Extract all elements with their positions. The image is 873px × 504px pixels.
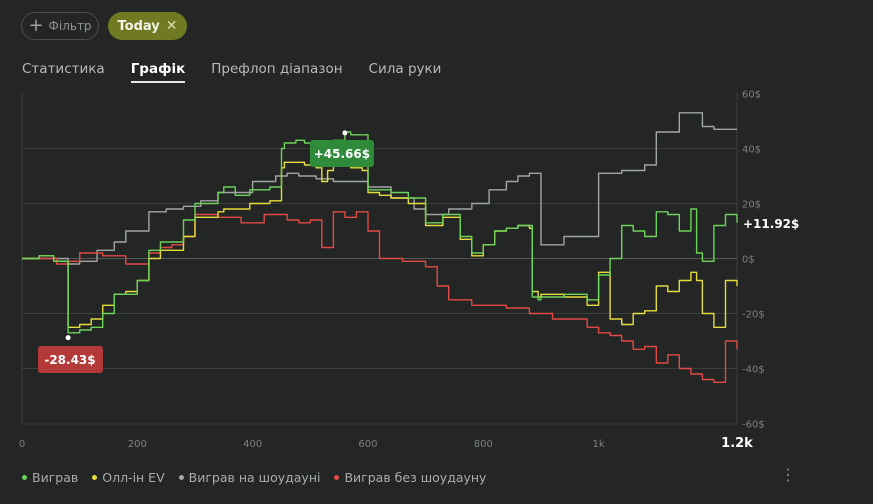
- min-label: -28.43$: [44, 353, 95, 367]
- y-tick-label: -20$: [742, 310, 765, 321]
- series-line-won: [22, 131, 738, 334]
- legend-item-allin-ev[interactable]: Олл-ін EV: [92, 470, 165, 485]
- legend-dot: [178, 475, 184, 480]
- y-tick-label: 60$: [742, 90, 761, 101]
- plus-icon: +: [28, 15, 44, 36]
- legend-dot: [92, 475, 98, 480]
- more-options-icon[interactable]: ⋮: [780, 465, 796, 484]
- y-tick-label: -60$: [742, 420, 765, 431]
- tab-graph[interactable]: Графік: [130, 61, 186, 83]
- profit-chart: 60$ 40$ 20$ 0$ -20$ -40$ -60$ 0 200 400 600 800 1k 1.…: [19, 90, 800, 452]
- today-label: Today: [117, 18, 160, 34]
- x-tick-label: 600: [358, 439, 377, 450]
- legend-label: Виграв: [32, 470, 79, 485]
- x-tick-label: 200: [128, 439, 147, 450]
- legend-dot: [22, 475, 27, 480]
- max-point-marker: [342, 130, 348, 136]
- x-tick-label: 400: [243, 439, 262, 450]
- today-filter-chip[interactable]: Today ✕: [108, 12, 187, 40]
- chart-legend: Виграв Олл-ін EV Виграв на шоудауні Вигр…: [22, 470, 486, 485]
- y-tick-label: 40$: [742, 145, 761, 156]
- tab-bar: Статистика Графік Префлоп діапазон Сила …: [22, 61, 441, 83]
- series-line-won-without-showdown: [22, 211, 738, 383]
- y-tick-label: 0$: [742, 255, 755, 266]
- tab-preflop-range[interactable]: Префлоп діапазон: [211, 61, 343, 77]
- x-tick-label: 1.2k: [721, 436, 753, 451]
- filter-label: Фільтр: [48, 19, 92, 33]
- y-tick-label: -40$: [742, 365, 765, 376]
- legend-label: Виграв на шоудауні: [188, 470, 321, 485]
- legend-item-won-at-showdown[interactable]: Виграв на шоудауні: [178, 470, 321, 485]
- filter-button[interactable]: + Фільтр: [21, 12, 99, 40]
- legend-label: Виграв без шоудауну: [344, 470, 487, 485]
- tab-hand-strength[interactable]: Сила руки: [368, 61, 442, 77]
- max-label-box: [309, 140, 374, 167]
- legend-label: Олл-ін EV: [102, 470, 165, 485]
- tab-statistics[interactable]: Статистика: [22, 61, 105, 77]
- x-tick-label: 1k: [593, 439, 605, 450]
- close-icon[interactable]: ✕: [165, 18, 178, 34]
- legend-item-won[interactable]: Виграв: [22, 470, 78, 485]
- legend-dot: [334, 475, 340, 480]
- max-label: +45.66$: [314, 147, 370, 161]
- min-point-marker: [65, 335, 71, 341]
- end-value-label: +11.92$: [743, 217, 799, 231]
- legend-item-won-without-showdown[interactable]: Виграв без шоудауну: [334, 470, 486, 485]
- min-label-box: [38, 346, 103, 373]
- y-tick-label: 20$: [742, 200, 761, 211]
- x-tick-label: 0: [19, 439, 25, 450]
- x-tick-label: 800: [474, 439, 493, 450]
